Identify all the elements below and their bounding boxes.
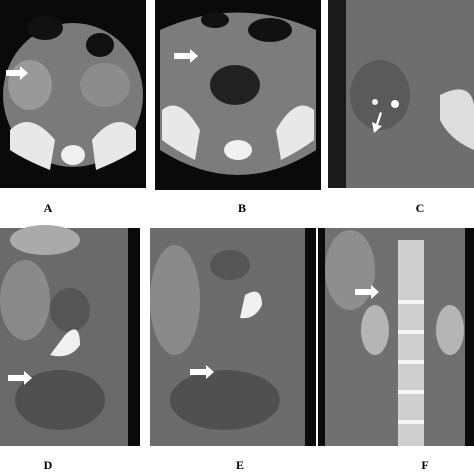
panel-a-image <box>0 0 146 188</box>
panel-label: E <box>236 458 244 472</box>
panel-e-image <box>150 228 316 446</box>
panel-label: C <box>416 201 425 215</box>
panel-b-image <box>155 0 321 190</box>
panel-label: D <box>44 458 53 472</box>
panel-f-image <box>318 228 474 446</box>
panel-d-image <box>0 225 140 446</box>
panel-label: A <box>44 201 53 215</box>
panel-label: F <box>421 458 428 472</box>
panel-label: B <box>238 201 246 215</box>
panel-c-image <box>328 0 474 188</box>
